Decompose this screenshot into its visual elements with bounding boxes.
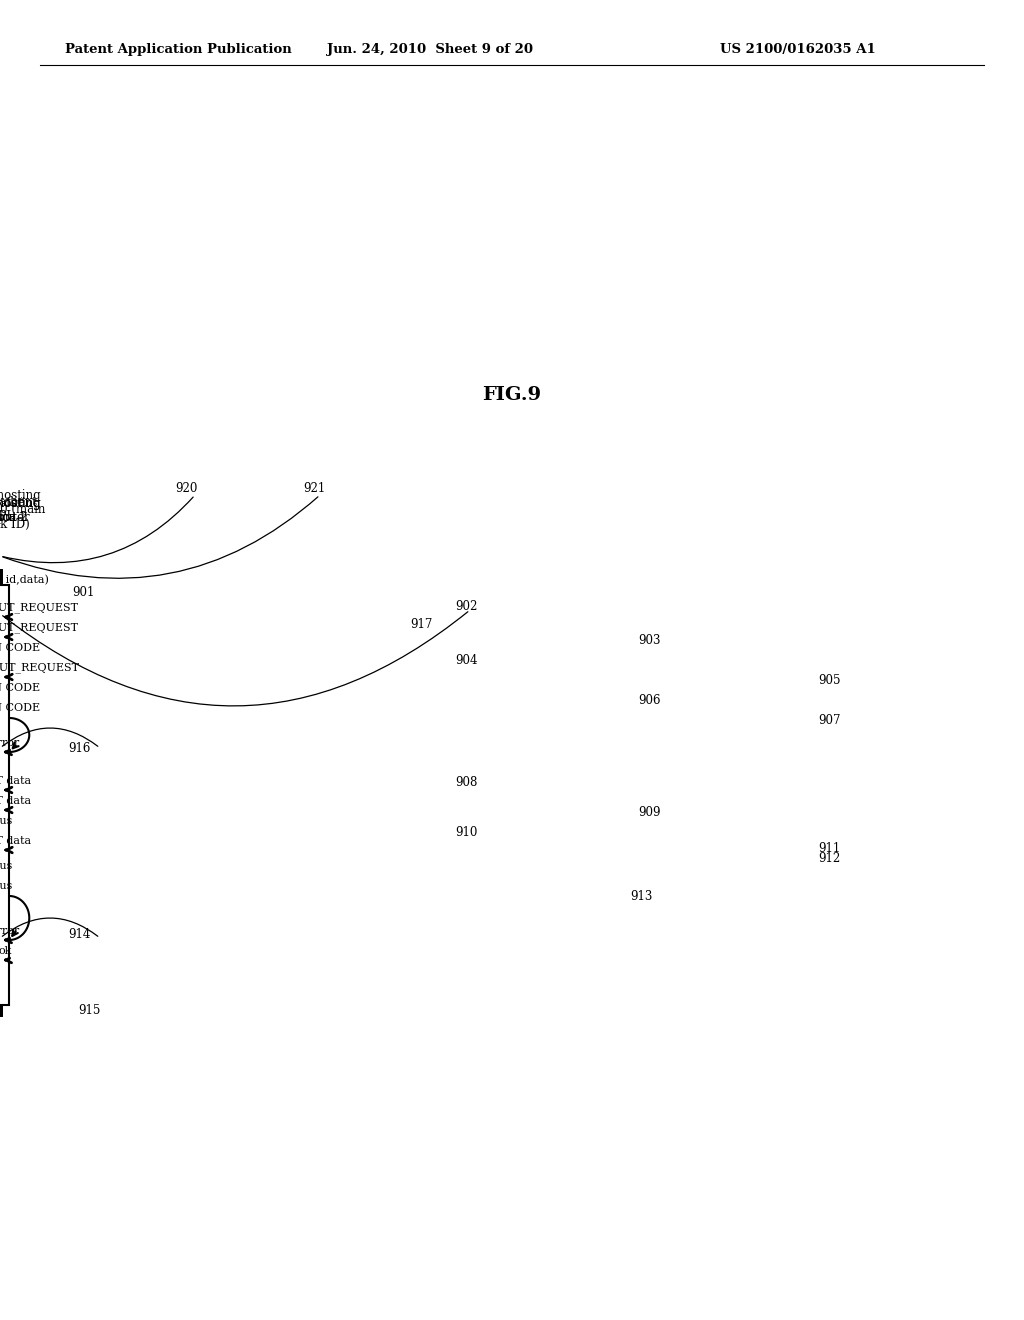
Text: 915: 915	[78, 1003, 100, 1016]
Text: 910: 910	[455, 825, 477, 838]
Text: 903: 903	[638, 634, 660, 647]
Text: put(chunk_id,data): put(chunk_id,data)	[0, 574, 49, 586]
Text: RETURN CODE: RETURN CODE	[0, 704, 41, 713]
Text: 912: 912	[818, 851, 841, 865]
Text: status: status	[0, 880, 13, 891]
Text: 911: 911	[818, 842, 841, 854]
Text: Initiator: Initiator	[0, 496, 25, 510]
Text: 916: 916	[68, 742, 90, 755]
Text: 902: 902	[455, 601, 477, 614]
Text: error: error	[0, 927, 19, 936]
Text: RESERVE PUT_REQUEST: RESERVE PUT_REQUEST	[0, 602, 79, 612]
Text: replica 1: replica 1	[0, 511, 27, 524]
Text: PUT data: PUT data	[0, 796, 31, 807]
Text: replica 0 (main: replica 0 (main	[0, 503, 46, 516]
Text: API: API	[0, 511, 11, 524]
Text: Patent Application Publication: Patent Application Publication	[65, 44, 292, 57]
Text: RETURN CODE: RETURN CODE	[0, 682, 41, 693]
Text: status: status	[0, 816, 13, 826]
Text: 909: 909	[638, 805, 660, 818]
Text: chunk ID): chunk ID)	[0, 517, 30, 531]
Text: US 2100/0162035 A1: US 2100/0162035 A1	[720, 44, 876, 57]
Text: 913: 913	[630, 891, 652, 903]
Text: RESERVE PUT_REQUEST: RESERVE PUT_REQUEST	[0, 622, 79, 634]
Text: 921: 921	[303, 482, 326, 495]
Text: 914: 914	[68, 928, 90, 940]
Text: 907: 907	[818, 714, 841, 726]
Bar	[0, 585, 9, 1005]
Text: PUT data: PUT data	[0, 836, 31, 846]
Text: 917: 917	[410, 619, 432, 631]
Text: Node hosting: Node hosting	[0, 496, 40, 510]
Text: 920: 920	[175, 482, 198, 495]
Text: Node hosting: Node hosting	[0, 496, 41, 510]
Text: Chord client: Chord client	[0, 496, 37, 510]
Text: Jun. 24, 2010  Sheet 9 of 20: Jun. 24, 2010 Sheet 9 of 20	[327, 44, 534, 57]
Text: 905: 905	[818, 673, 841, 686]
Text: Node hosting: Node hosting	[0, 490, 40, 503]
Text: Computer: Computer	[0, 511, 30, 524]
Text: 904: 904	[455, 653, 477, 667]
Text: RETURN CODE: RETURN CODE	[0, 643, 40, 653]
Text: error: error	[0, 738, 19, 748]
Text: status: status	[0, 861, 13, 871]
Text: RESERVE PUT_REQUEST: RESERVE PUT_REQUEST	[0, 663, 79, 673]
Text: ok: ok	[0, 946, 11, 956]
Text: PUT data: PUT data	[0, 776, 31, 785]
Text: 901: 901	[72, 586, 94, 598]
Text: 906: 906	[638, 693, 660, 706]
Text: replica 2: replica 2	[0, 511, 27, 524]
Text: 908: 908	[455, 776, 477, 789]
Text: FIG.9: FIG.9	[482, 385, 542, 404]
